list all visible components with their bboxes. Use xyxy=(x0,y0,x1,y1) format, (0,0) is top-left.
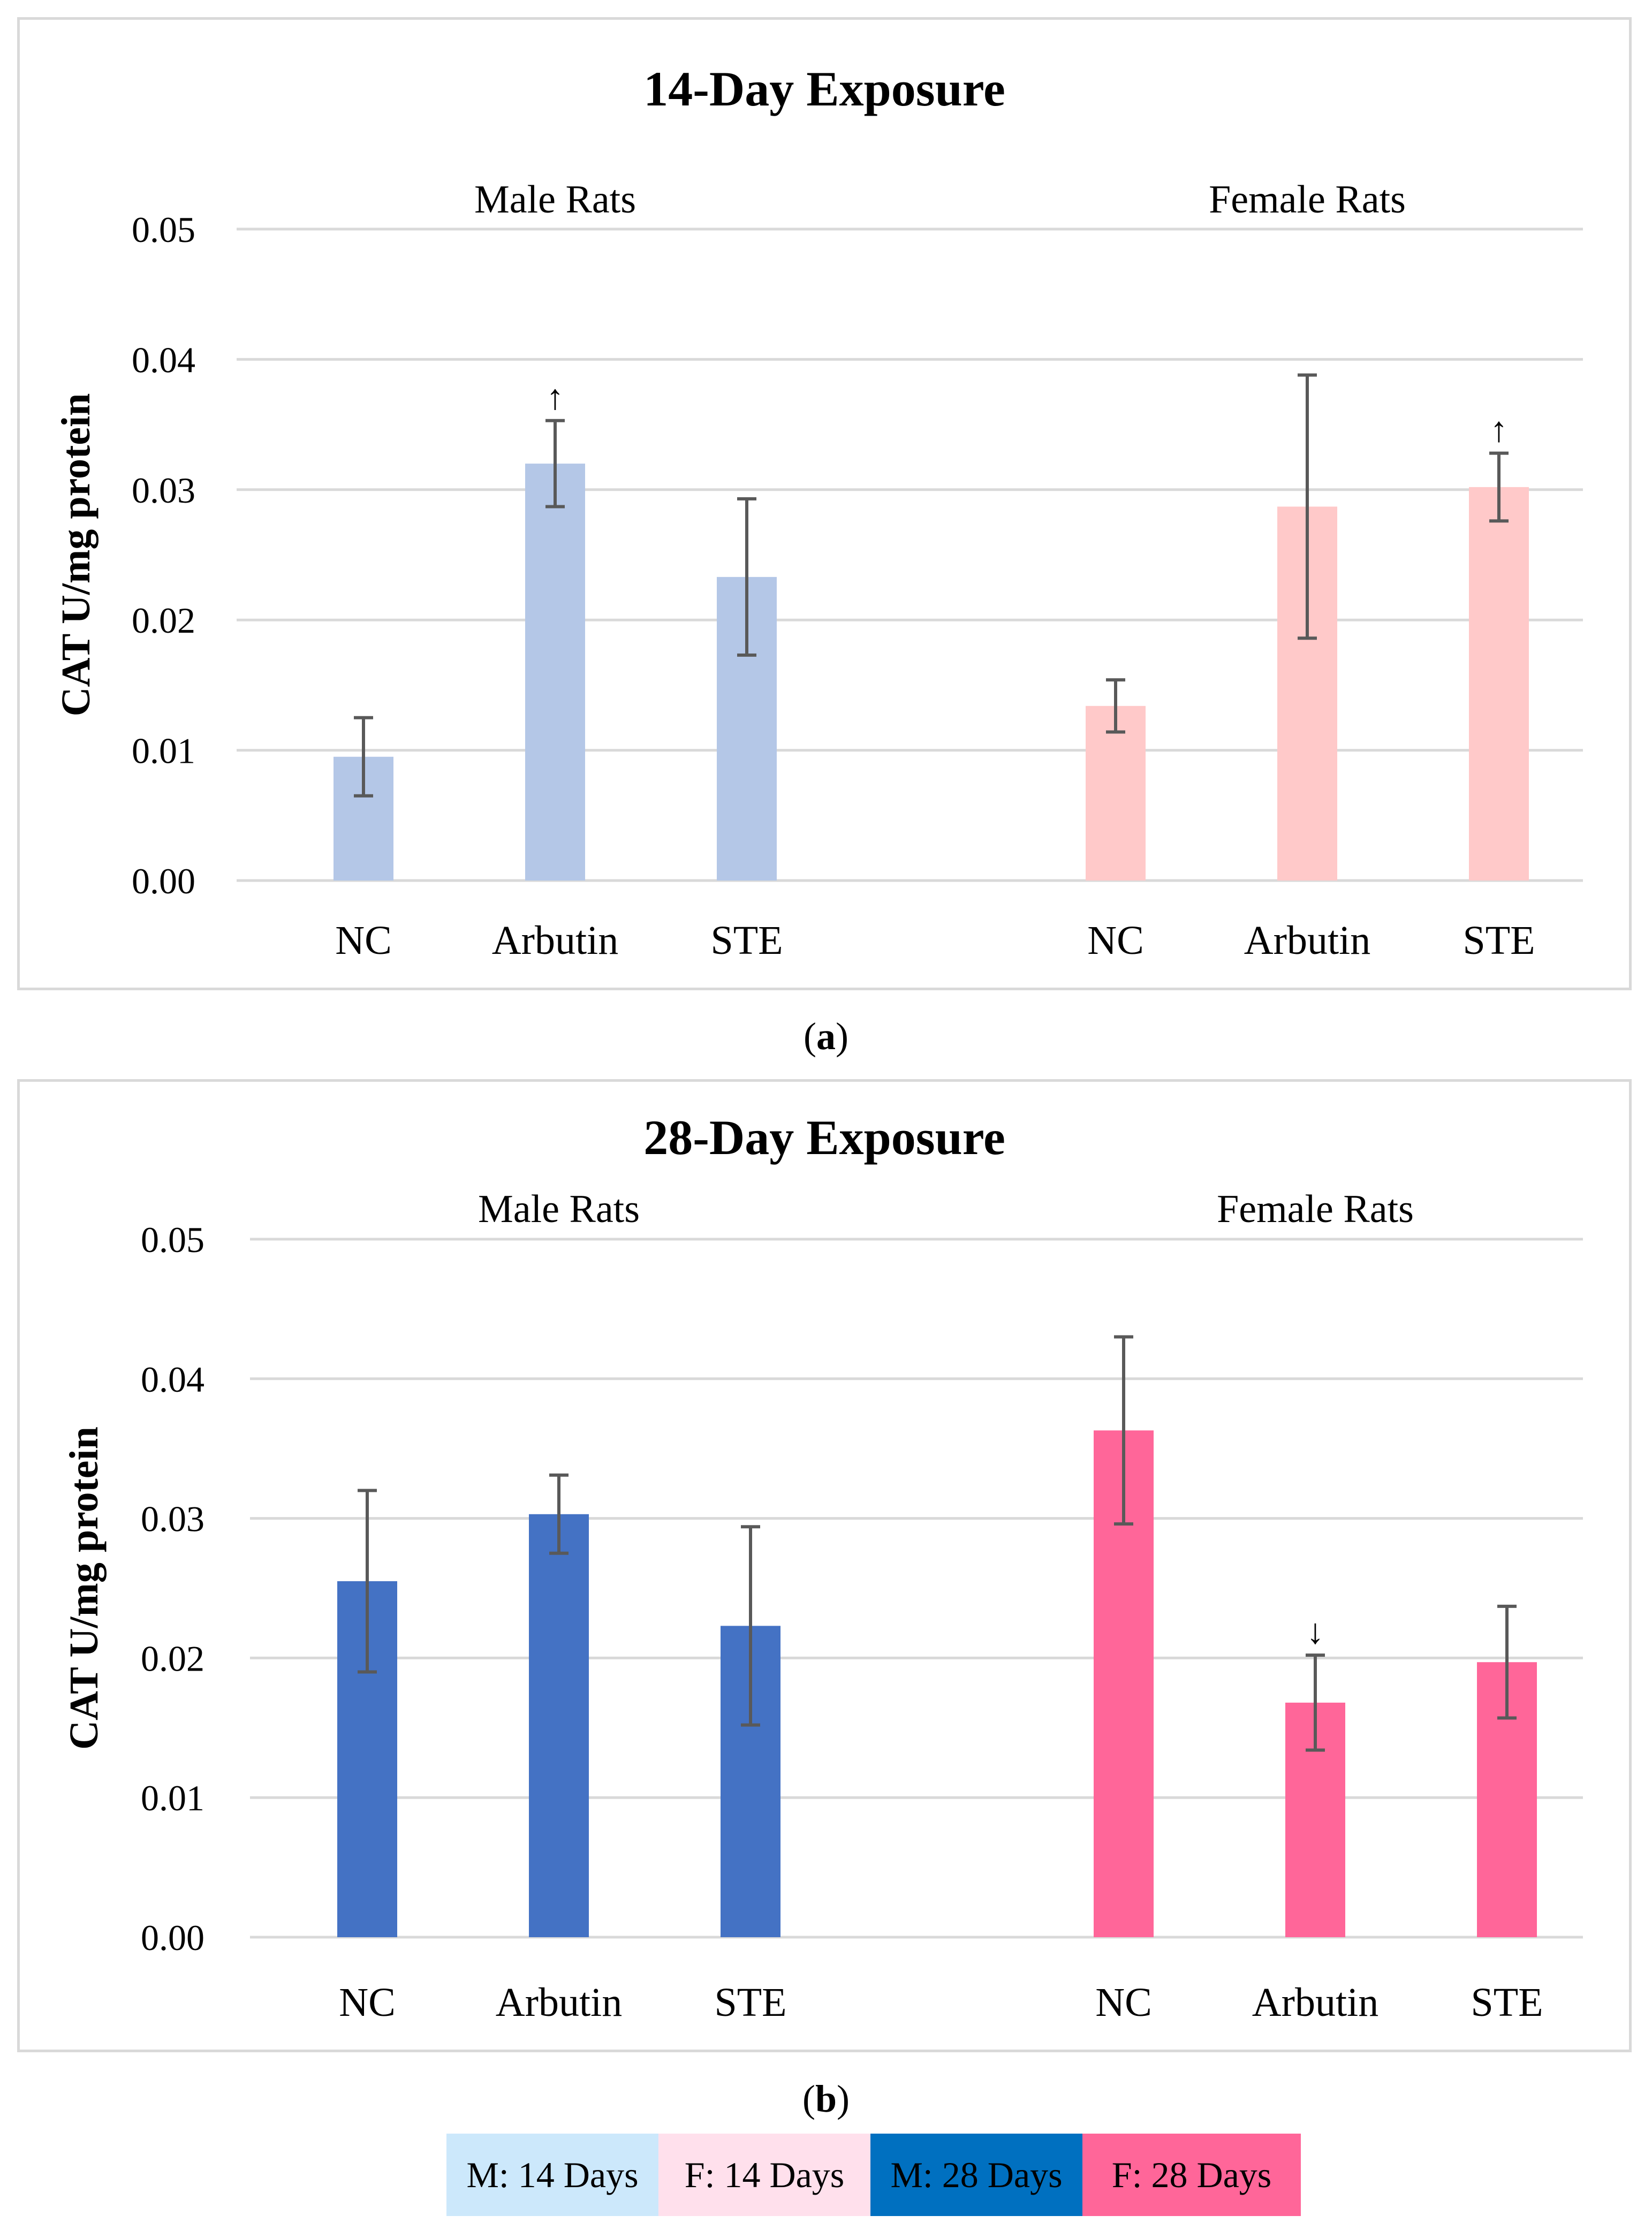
legend-item-f-28: F: 28 Days xyxy=(1082,2134,1301,2216)
group-label: Male Rats xyxy=(478,1187,640,1231)
chart-panel-28-day: 28-Day Exposure 0.00 0.01 0.02 0.03 0.04 0.05 C… xyxy=(17,1079,1632,2052)
y-tick-label: 0.03 xyxy=(132,470,195,511)
y-tick-label: 0.00 xyxy=(141,1917,204,1958)
chart-panel-14-day: 14-Day Exposure 0.00 0.01 0.02 0.03 0.04 0.05 C… xyxy=(17,17,1632,990)
chart-14-day: 14-Day Exposure 0.00 0.01 0.02 0.03 0.04 0.05 C… xyxy=(54,62,1583,963)
y-tick-label: 0.01 xyxy=(141,1778,204,1818)
x-tick-label: Arbutin xyxy=(492,918,618,963)
bar xyxy=(525,464,585,881)
x-tick-label: NC xyxy=(1087,918,1144,963)
legend-item-m-14: M: 14 Days xyxy=(446,2134,658,2216)
legend-item-m-28: M: 28 Days xyxy=(870,2134,1082,2216)
y-tick-label: 0.02 xyxy=(141,1638,204,1679)
caption-b: (b) xyxy=(802,2077,850,2120)
x-tick-label: STE xyxy=(714,1980,786,2025)
x-tick-label: NC xyxy=(1095,1980,1152,2025)
increase-arrow-icon: ↑ xyxy=(547,378,564,417)
caption-a: (a) xyxy=(804,1015,848,1058)
y-tick-label: 0.05 xyxy=(132,209,195,250)
chart-title: 14-Day Exposure xyxy=(643,62,1005,116)
y-axis-label: CAT U/mg protein xyxy=(54,393,98,717)
y-tick-label: 0.05 xyxy=(141,1219,204,1260)
group-label: Female Rats xyxy=(1217,1187,1414,1231)
chart-title: 28-Day Exposure xyxy=(643,1110,1005,1165)
y-tick-label: 0.04 xyxy=(141,1359,204,1400)
caption-a-letter: a xyxy=(816,1015,836,1058)
bar xyxy=(1086,705,1146,881)
x-tick-label: STE xyxy=(1462,918,1535,963)
group-label: Female Rats xyxy=(1209,178,1406,222)
x-tick-label: NC xyxy=(335,918,392,963)
y-tick-label: 0.00 xyxy=(132,861,195,901)
x-tick-label: NC xyxy=(339,1980,396,2025)
x-tick-label: Arbutin xyxy=(496,1980,622,2025)
caption-b-letter: b xyxy=(815,2077,837,2120)
legend-item-f-14: F: 14 Days xyxy=(658,2134,870,2216)
increase-arrow-icon: ↑ xyxy=(1490,411,1508,450)
bar xyxy=(1469,487,1529,881)
y-tick-label: 0.02 xyxy=(132,600,195,641)
chart-28-day: 28-Day Exposure 0.00 0.01 0.02 0.03 0.04 0.05 C… xyxy=(62,1110,1583,2025)
x-tick-label: Arbutin xyxy=(1252,1980,1378,2025)
decrease-arrow-icon: ↓ xyxy=(1307,1612,1324,1651)
y-axis-label: CAT U/mg protein xyxy=(62,1427,107,1750)
group-label: Male Rats xyxy=(474,178,636,222)
legend: M: 14 Days F: 14 Days M: 28 Days F: 28 D… xyxy=(446,2134,1301,2216)
x-tick-label: Arbutin xyxy=(1244,918,1370,963)
bar xyxy=(529,1514,589,1937)
x-tick-label: STE xyxy=(1471,1980,1543,2025)
y-tick-label: 0.03 xyxy=(141,1499,204,1539)
y-tick-label: 0.04 xyxy=(132,339,195,380)
y-tick-label: 0.01 xyxy=(132,731,195,771)
x-tick-label: STE xyxy=(710,918,783,963)
